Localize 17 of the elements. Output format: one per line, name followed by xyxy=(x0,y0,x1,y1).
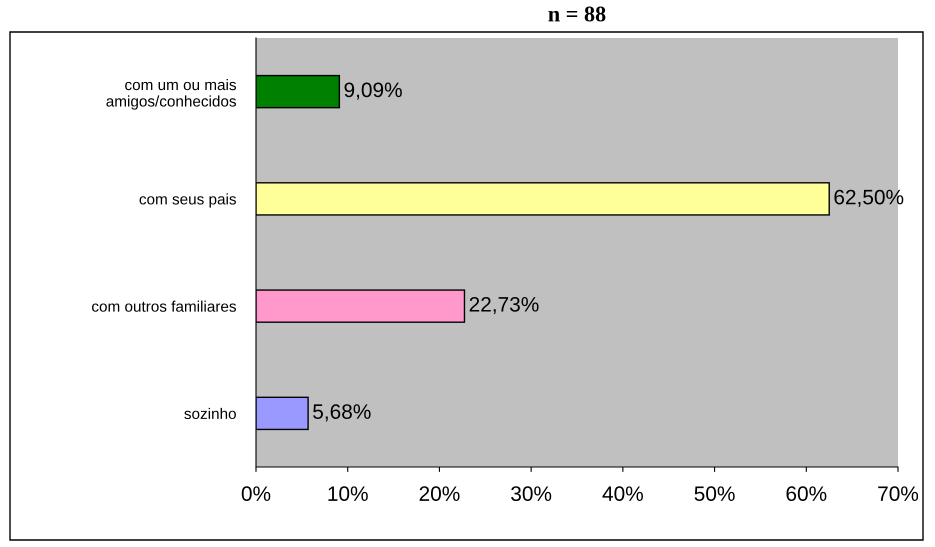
x-tick-label: 50% xyxy=(694,486,735,502)
x-tick-label: 10% xyxy=(328,486,368,502)
data-label: 9,09% xyxy=(344,82,402,100)
y-tick-label: sozinho xyxy=(184,408,236,420)
x-tick-label: 70% xyxy=(878,486,918,502)
y-tick-label: com outros familiares xyxy=(92,300,236,312)
data-label: 62,50% xyxy=(834,190,904,207)
x-tick-label: 20% xyxy=(420,486,460,502)
x-tick-label: 30% xyxy=(511,486,552,502)
x-tick-label: 40% xyxy=(602,486,643,502)
chart-title: n = 88 xyxy=(548,6,606,22)
y-tick-label: com seus pais xyxy=(140,193,236,208)
y-tick-label: com um ou mais amigos/conhecidos xyxy=(106,78,236,110)
data-label: 5,68% xyxy=(313,404,371,422)
data-label: 22,73% xyxy=(470,296,539,314)
x-tick-label: 0% xyxy=(242,486,270,502)
x-tick-label: 60% xyxy=(786,486,826,502)
